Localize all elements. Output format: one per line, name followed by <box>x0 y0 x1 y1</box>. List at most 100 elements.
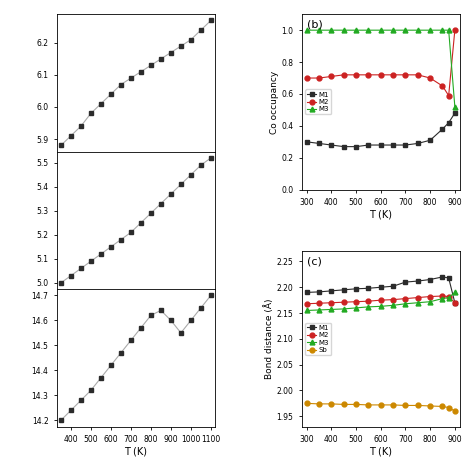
M3 <box>328 27 334 33</box>
M1 <box>415 278 420 284</box>
Sb <box>353 401 359 407</box>
M1 <box>452 300 458 306</box>
Legend: M1, M2, M3, Sb: M1, M2, M3, Sb <box>305 323 331 355</box>
M2 <box>390 72 396 78</box>
M2 <box>446 93 452 99</box>
M3 <box>353 305 359 311</box>
M1 <box>402 142 408 148</box>
M2 <box>365 72 371 78</box>
Sb <box>341 401 346 407</box>
M1 <box>365 142 371 148</box>
M2 <box>415 295 420 301</box>
Line: Sb: Sb <box>304 401 457 413</box>
Sb <box>328 401 334 407</box>
M1 <box>365 285 371 291</box>
M1 <box>440 274 446 280</box>
Line: M1: M1 <box>304 274 457 305</box>
M2 <box>378 72 383 78</box>
M3 <box>452 290 458 295</box>
Sb <box>428 403 433 409</box>
M1 <box>452 110 458 116</box>
M3 <box>446 295 452 301</box>
M1 <box>428 277 433 283</box>
M2 <box>428 294 433 300</box>
M3 <box>428 27 433 33</box>
Text: (b): (b) <box>307 19 322 29</box>
Line: M1: M1 <box>304 111 457 149</box>
M1 <box>446 275 452 281</box>
M3 <box>452 104 458 109</box>
X-axis label: T (K): T (K) <box>369 210 392 220</box>
Line: M3: M3 <box>304 290 457 313</box>
M2 <box>378 297 383 303</box>
M2 <box>446 294 452 300</box>
M3 <box>402 301 408 307</box>
M1 <box>353 286 359 292</box>
M2 <box>440 293 446 299</box>
Sb <box>378 402 383 408</box>
M3 <box>378 303 383 309</box>
X-axis label: T (K): T (K) <box>124 447 147 457</box>
Sb <box>365 402 371 408</box>
Y-axis label: Co occupancy: Co occupancy <box>270 70 279 134</box>
M2 <box>341 300 346 305</box>
M2 <box>316 301 322 306</box>
M1 <box>390 283 396 289</box>
M1 <box>415 141 420 146</box>
Legend: M1, M2, M3: M1, M2, M3 <box>305 90 331 114</box>
M3 <box>440 296 446 301</box>
M1 <box>378 284 383 290</box>
M1 <box>446 120 452 126</box>
M3 <box>365 27 371 33</box>
M2 <box>304 301 310 307</box>
M3 <box>415 27 420 33</box>
Sb <box>390 402 396 408</box>
M2 <box>341 72 346 78</box>
Line: M2: M2 <box>304 293 457 306</box>
M1 <box>316 289 322 295</box>
Sb <box>452 408 458 414</box>
M1 <box>440 126 446 132</box>
M1 <box>378 142 383 148</box>
M2 <box>452 300 458 306</box>
M2 <box>428 75 433 81</box>
M2 <box>365 298 371 304</box>
M3 <box>446 27 452 33</box>
Line: M2: M2 <box>304 28 457 98</box>
M1 <box>353 144 359 149</box>
M2 <box>304 75 310 81</box>
M3 <box>353 27 359 33</box>
Sb <box>402 402 408 408</box>
M3 <box>341 27 346 33</box>
M3 <box>304 308 310 313</box>
M2 <box>390 297 396 302</box>
M2 <box>353 299 359 304</box>
M2 <box>316 75 322 81</box>
M2 <box>402 72 408 78</box>
M1 <box>304 139 310 145</box>
M1 <box>341 144 346 149</box>
M3 <box>316 27 322 33</box>
Sb <box>446 405 452 410</box>
Y-axis label: Bond distance (Å): Bond distance (Å) <box>264 299 274 379</box>
Sb <box>316 401 322 407</box>
Text: (c): (c) <box>307 256 321 266</box>
M3 <box>316 307 322 313</box>
Sb <box>304 401 310 406</box>
M3 <box>415 300 420 306</box>
M2 <box>402 296 408 301</box>
M3 <box>341 306 346 312</box>
M3 <box>390 27 396 33</box>
M2 <box>328 300 334 306</box>
M3 <box>428 299 433 304</box>
M1 <box>304 290 310 295</box>
M1 <box>402 279 408 285</box>
Sb <box>440 404 446 410</box>
M3 <box>390 302 396 308</box>
M1 <box>341 287 346 292</box>
M1 <box>328 142 334 148</box>
M3 <box>378 27 383 33</box>
M3 <box>304 27 310 33</box>
M3 <box>440 27 446 33</box>
M1 <box>316 141 322 146</box>
